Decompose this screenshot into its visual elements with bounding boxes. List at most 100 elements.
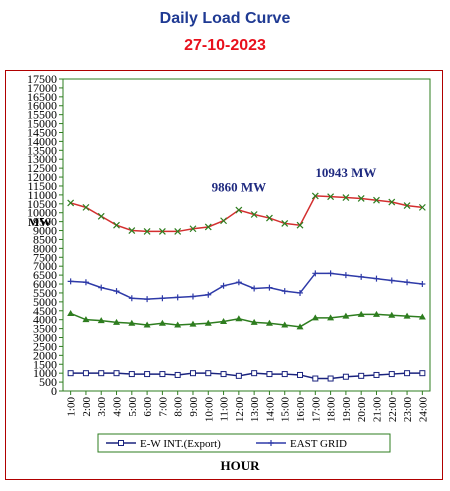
y-tick-label: 1000 — [33, 366, 57, 380]
data-point — [266, 284, 273, 291]
series-line — [70, 195, 423, 233]
data-point — [220, 317, 228, 324]
data-point — [220, 282, 227, 289]
series-3 — [67, 192, 426, 235]
data-point — [113, 370, 120, 377]
y-tick-label: 15000 — [27, 117, 57, 131]
legend-marker — [268, 440, 274, 446]
y-tick-label: 5000 — [33, 295, 57, 309]
y-tick-label: 13500 — [27, 143, 57, 157]
data-point — [296, 323, 304, 330]
data-point — [311, 192, 319, 200]
y-tick-label: 12500 — [27, 161, 57, 175]
y-tick-label: 6000 — [33, 277, 57, 291]
y-tick-label: 15500 — [27, 108, 57, 122]
data-point — [189, 293, 196, 300]
x-tick-label: 5:00 — [127, 397, 139, 417]
data-point — [357, 195, 365, 202]
legend-marker — [118, 440, 124, 446]
y-tick-label: 14000 — [27, 134, 57, 148]
data-point — [205, 291, 212, 298]
annotation-label: 9860 MW — [212, 179, 267, 194]
data-point — [189, 225, 197, 233]
legend-label: EAST GRID — [290, 438, 347, 450]
y-tick-label: 14500 — [27, 125, 57, 139]
data-point — [82, 203, 90, 211]
data-point — [220, 217, 227, 225]
data-point — [204, 319, 212, 326]
series-group — [67, 192, 426, 382]
chart-frame: 0 500 1000 1500 2000 2500 3000 3500 4000 4500 5000… — [5, 70, 443, 480]
x-tick-label: 1:00 — [66, 397, 78, 417]
data-point — [159, 371, 166, 378]
data-point — [296, 221, 304, 229]
data-point — [327, 270, 334, 277]
x-tick-label: 19:00 — [341, 397, 353, 423]
data-point — [265, 319, 273, 326]
x-tick-label: 12:00 — [234, 397, 246, 423]
x-tick-label: 20:00 — [356, 397, 368, 423]
series-line — [70, 272, 423, 300]
data-point — [143, 228, 151, 235]
data-point — [388, 198, 396, 206]
data-point — [404, 370, 411, 377]
data-point — [342, 272, 349, 279]
data-point — [204, 223, 212, 231]
data-point — [97, 317, 105, 324]
x-tick-label: 14:00 — [264, 397, 276, 423]
data-point — [266, 214, 273, 222]
x-tick-label: 17:00 — [310, 397, 322, 423]
data-point — [174, 321, 182, 328]
data-point — [174, 371, 181, 378]
x-tick-label: 2:00 — [81, 397, 93, 417]
y-axis-label: MW — [28, 215, 51, 229]
y-tick-label: 13000 — [27, 152, 57, 166]
y-tick-label: 5500 — [33, 286, 57, 300]
data-point — [143, 321, 151, 328]
data-point — [159, 295, 166, 302]
x-tick-label: 24:00 — [417, 397, 429, 423]
data-point — [373, 275, 380, 282]
data-point — [158, 319, 166, 326]
data-point — [418, 203, 426, 211]
x-tick-label: 11:00 — [219, 397, 231, 422]
data-point — [144, 371, 151, 378]
x-tick-label: 13:00 — [249, 397, 261, 423]
y-tick-label: 3500 — [33, 322, 57, 336]
y-tick-label: 16500 — [27, 90, 57, 104]
x-tick-label: 16:00 — [295, 397, 307, 423]
y-tick-label: 3000 — [33, 331, 57, 345]
data-point — [358, 372, 365, 379]
y-tick-label: 7500 — [33, 250, 57, 264]
data-point — [205, 370, 212, 377]
data-point — [358, 273, 365, 280]
y-tick-label: 0 — [51, 384, 57, 398]
data-point — [297, 371, 304, 378]
y-tick-label: 2500 — [33, 339, 57, 353]
x-tick-label: 7:00 — [157, 397, 169, 417]
data-point — [251, 285, 258, 292]
x-tick-label: 15:00 — [280, 397, 292, 423]
data-point — [67, 199, 75, 207]
y-tick-label: 17000 — [27, 81, 57, 95]
data-point — [281, 288, 288, 295]
y-tick-label: 4500 — [33, 304, 57, 318]
data-point — [67, 370, 74, 377]
data-point — [419, 370, 426, 377]
series-1 — [67, 270, 426, 303]
data-point — [419, 281, 426, 288]
data-point — [403, 312, 411, 319]
y-tick-label: 6500 — [33, 268, 57, 282]
y-tick-label: 11000 — [27, 188, 57, 202]
data-point — [327, 193, 335, 201]
data-point — [235, 372, 242, 379]
series-line — [70, 372, 423, 380]
data-point — [327, 375, 334, 382]
data-point — [235, 206, 243, 214]
annotations: 9860 MW 10943 MW — [212, 165, 377, 194]
y-tick-label: 8500 — [33, 232, 57, 246]
load-curve-chart: 0500100015002000250030003500400045005000… — [27, 72, 431, 473]
y-tick-label: 17500 — [27, 72, 57, 86]
tick-labels: 0500100015002000250030003500400045005000… — [27, 72, 429, 422]
y-tick-label: 1500 — [33, 357, 57, 371]
